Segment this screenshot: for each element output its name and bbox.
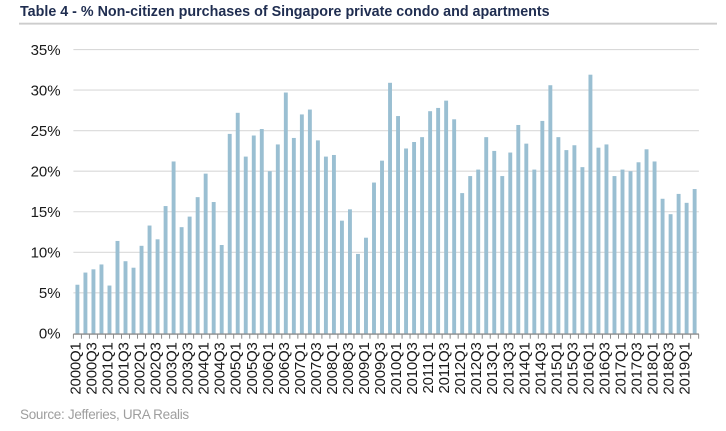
svg-text:2001Q3: 2001Q3 [116, 342, 133, 394]
svg-text:2002Q1: 2002Q1 [132, 342, 149, 394]
svg-text:2012Q1: 2012Q1 [452, 342, 469, 394]
svg-text:2015Q3: 2015Q3 [564, 342, 581, 394]
svg-text:10%: 10% [31, 245, 61, 262]
svg-text:5%: 5% [39, 285, 61, 302]
svg-text:2018Q3: 2018Q3 [661, 342, 678, 394]
svg-text:2012Q3: 2012Q3 [468, 342, 485, 394]
svg-text:2007Q3: 2007Q3 [308, 342, 325, 394]
svg-text:2013Q3: 2013Q3 [500, 342, 517, 394]
svg-text:2003Q1: 2003Q1 [164, 342, 181, 394]
svg-text:2015Q1: 2015Q1 [548, 342, 565, 394]
svg-text:2017Q1: 2017Q1 [613, 342, 630, 394]
svg-text:2019Q1: 2019Q1 [677, 342, 694, 394]
svg-text:0%: 0% [39, 326, 61, 343]
svg-text:30%: 30% [31, 82, 61, 99]
svg-text:20%: 20% [31, 164, 61, 181]
svg-text:2000Q3: 2000Q3 [83, 342, 100, 394]
svg-text:15%: 15% [31, 204, 61, 221]
svg-text:Source: Jefferies, URA Realis: Source: Jefferies, URA Realis [20, 407, 189, 422]
svg-text:2013Q1: 2013Q1 [484, 342, 501, 394]
svg-text:2018Q1: 2018Q1 [645, 342, 662, 394]
svg-text:2009Q3: 2009Q3 [372, 342, 389, 394]
svg-text:2006Q1: 2006Q1 [260, 342, 277, 394]
svg-text:Table 4 - % Non-citizen purcha: Table 4 - % Non-citizen purchases of Sin… [20, 4, 550, 20]
svg-text:2004Q3: 2004Q3 [212, 342, 229, 394]
svg-text:2011Q1: 2011Q1 [420, 342, 437, 393]
svg-text:2005Q1: 2005Q1 [228, 342, 245, 394]
svg-text:2016Q3: 2016Q3 [596, 342, 613, 394]
svg-text:2002Q3: 2002Q3 [148, 342, 165, 394]
svg-text:2010Q1: 2010Q1 [388, 342, 405, 394]
svg-text:2008Q1: 2008Q1 [324, 342, 341, 394]
svg-text:2010Q3: 2010Q3 [404, 342, 421, 394]
svg-text:2008Q3: 2008Q3 [340, 342, 357, 394]
svg-text:2006Q3: 2006Q3 [276, 342, 293, 394]
svg-text:2005Q3: 2005Q3 [244, 342, 261, 394]
svg-text:35%: 35% [31, 42, 61, 59]
svg-text:2014Q1: 2014Q1 [516, 342, 533, 394]
svg-text:2016Q1: 2016Q1 [580, 342, 597, 394]
svg-text:2014Q3: 2014Q3 [532, 342, 549, 394]
svg-text:2011Q3: 2011Q3 [436, 342, 453, 393]
svg-text:2000Q1: 2000Q1 [67, 342, 84, 394]
svg-text:2017Q3: 2017Q3 [629, 342, 646, 394]
svg-text:2009Q1: 2009Q1 [356, 342, 373, 394]
svg-text:2003Q3: 2003Q3 [180, 342, 197, 394]
svg-text:2001Q1: 2001Q1 [99, 342, 116, 394]
svg-text:25%: 25% [31, 123, 61, 140]
svg-text:2007Q1: 2007Q1 [292, 342, 309, 394]
svg-text:2004Q1: 2004Q1 [196, 342, 213, 394]
